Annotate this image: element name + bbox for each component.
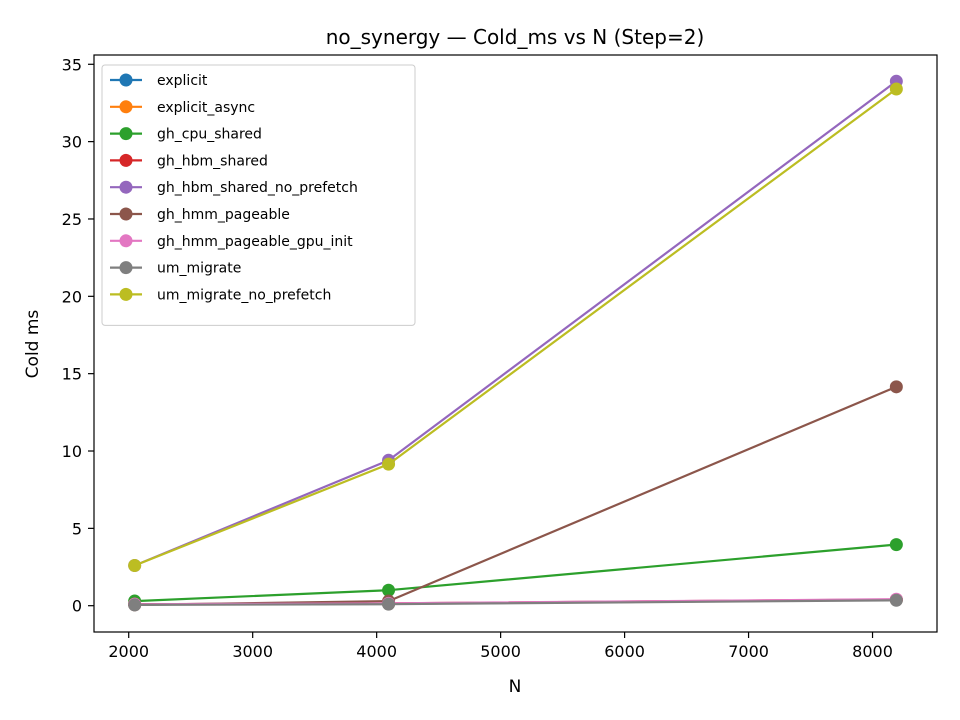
y-tick-label-2: 10 — [62, 442, 82, 461]
legend-marker-gh_cpu_shared — [119, 127, 133, 141]
legend-item-um_migrate_no_prefetch: um_migrate_no_prefetch — [110, 287, 331, 303]
legend-label-explicit_async: explicit_async — [157, 100, 255, 116]
legend-marker-um_migrate_no_prefetch — [119, 287, 133, 301]
series-line-gh_hmm_pageable — [134, 385, 897, 606]
legend-label-gh_cpu_shared: gh_cpu_shared — [157, 127, 262, 143]
y-tick-label-4: 20 — [62, 287, 82, 306]
series-um_migrate_no_prefetch — [128, 82, 903, 572]
x-axis-label: N — [509, 677, 522, 697]
legend-item-gh_hbm_shared: gh_hbm_shared — [110, 153, 268, 169]
legend-marker-explicit_async — [119, 100, 133, 114]
legend-label-um_migrate_no_prefetch: um_migrate_no_prefetch — [157, 287, 331, 303]
legend-item-gh_hmm_pageable_gpu_init: gh_hmm_pageable_gpu_init — [110, 234, 353, 250]
legend-label-gh_hbm_shared_no_prefetch: gh_hbm_shared_no_prefetch — [157, 180, 358, 196]
data-point-gh_cpu_shared-1 — [382, 583, 396, 597]
x-tick-label-6: 8000 — [852, 642, 893, 661]
chart-title: no_synergy — Cold_ms vs N (Step=2) — [326, 25, 705, 49]
data-point-um_migrate-1 — [382, 597, 396, 611]
legend-item-gh_hbm_shared_no_prefetch: gh_hbm_shared_no_prefetch — [110, 180, 358, 196]
x-tick-label-3: 5000 — [480, 642, 521, 661]
legend-item-um_migrate: um_migrate — [110, 261, 241, 277]
x-tick-label-5: 7000 — [728, 642, 769, 661]
legend-label-gh_hbm_shared: gh_hbm_shared — [157, 153, 268, 169]
y-tick-label-6: 30 — [62, 133, 82, 152]
plot-area: 2000 3000 4000 5000 6000 7000 8000 0 5 10 15 20 25 30… — [62, 54, 938, 661]
x-tick-label-2: 4000 — [356, 642, 397, 661]
legend-label-um_migrate: um_migrate — [157, 261, 241, 277]
y-axis-label: Cold ms — [23, 310, 43, 379]
legend-marker-gh_hmm_pageable — [119, 207, 133, 221]
y-tick-label-0: 0 — [72, 597, 82, 616]
y-tick-label-5: 25 — [62, 210, 82, 229]
series-gh_hmm_pageable — [128, 380, 903, 612]
series-um_migrate — [128, 593, 903, 612]
data-point-um_migrate-0 — [128, 598, 142, 612]
legend-label-explicit: explicit — [157, 73, 208, 89]
legend-box — [101, 64, 416, 326]
x-tick-label-0: 2000 — [108, 642, 149, 661]
legend-marker-gh_hbm_shared — [119, 153, 133, 167]
legend-marker-gh_hbm_shared_no_prefetch — [119, 180, 133, 194]
data-point-gh_hmm_pageable-2 — [889, 380, 903, 394]
legend-item-gh_hmm_pageable: gh_hmm_pageable — [110, 207, 290, 223]
axes-frame — [93, 54, 938, 633]
data-point-um_migrate-2 — [889, 593, 903, 607]
legend-item-explicit: explicit — [110, 73, 208, 89]
y-tick-label-1: 5 — [72, 519, 82, 538]
legend-marker-gh_hmm_pageable_gpu_init — [119, 234, 133, 248]
y-tick-label-7: 35 — [62, 55, 82, 74]
series-gh_cpu_shared — [128, 538, 903, 608]
x-tick-label-4: 6000 — [604, 642, 645, 661]
data-point-um_migrate_no_prefetch-0 — [128, 558, 142, 572]
series-line-gh_cpu_shared — [134, 543, 897, 603]
x-tick-label-1: 3000 — [232, 642, 273, 661]
y-tick-label-3: 15 — [62, 365, 82, 384]
legend-marker-um_migrate — [119, 261, 133, 275]
legend-item-gh_cpu_shared: gh_cpu_shared — [110, 127, 262, 143]
legend: explicit explicit_async gh_cpu_shared gh_hb… — [101, 64, 416, 326]
legend-marker-explicit — [119, 73, 133, 87]
legend-label-gh_hmm_pageable: gh_hmm_pageable — [157, 207, 290, 223]
data-point-gh_cpu_shared-2 — [889, 538, 903, 552]
legend-label-gh_hmm_pageable_gpu_init: gh_hmm_pageable_gpu_init — [157, 234, 353, 250]
legend-item-explicit_async: explicit_async — [110, 100, 255, 116]
data-point-um_migrate_no_prefetch-2 — [889, 82, 903, 96]
data-point-um_migrate_no_prefetch-1 — [382, 457, 396, 471]
